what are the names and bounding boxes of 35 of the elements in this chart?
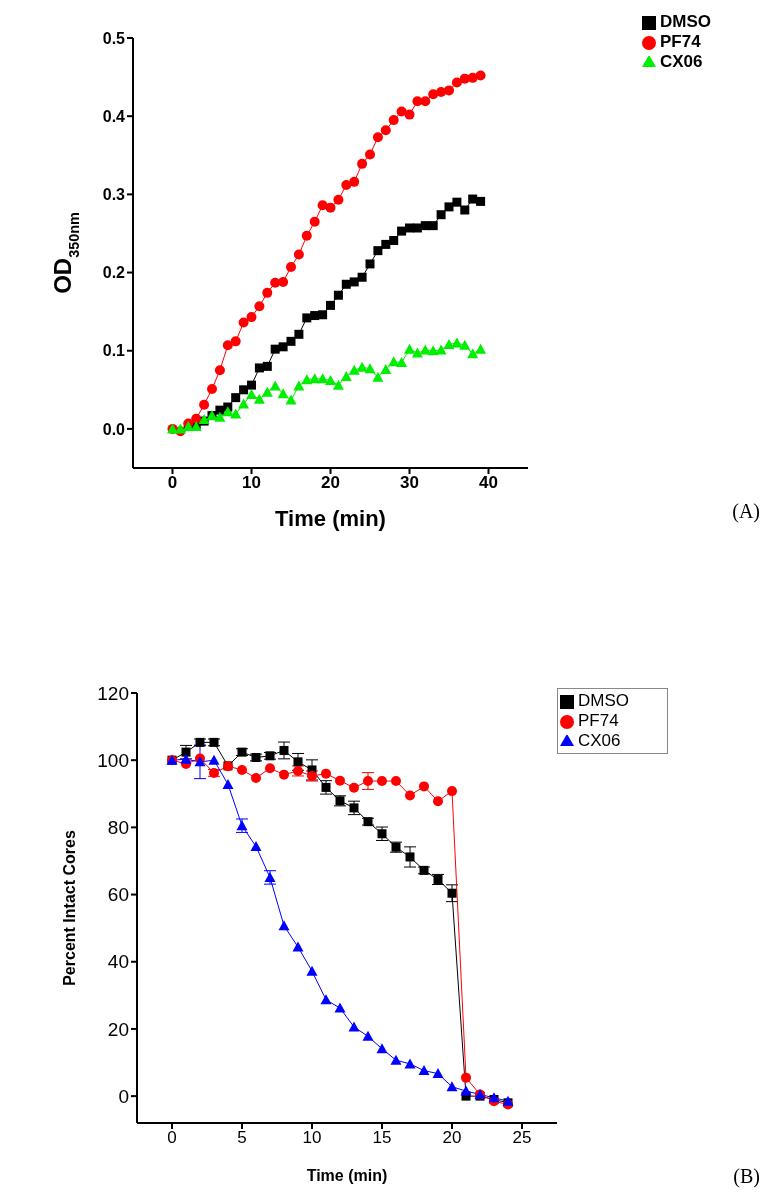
- x-tick-label: 15: [372, 1128, 392, 1148]
- x-axis-title: Time (min): [275, 506, 386, 531]
- x-tick-label: 10: [242, 473, 261, 493]
- x-tick-label: 20: [442, 1128, 462, 1148]
- y-axis-title: Percent Intact Cores: [61, 830, 78, 986]
- y-tick-label: 0.5: [102, 29, 126, 47]
- legend-label: DMSO: [578, 691, 629, 710]
- x-tick-label: 10: [302, 1128, 322, 1148]
- legend-label: CX06: [578, 731, 621, 750]
- y-tick-label: 0.2: [102, 264, 126, 282]
- legend-label: DMSO: [660, 12, 711, 31]
- y-tick-label: 20: [107, 1018, 129, 1040]
- x-tick-label: 40: [479, 473, 498, 493]
- text: (B): [733, 1165, 760, 1188]
- y-tick-label: 80: [107, 817, 129, 839]
- x-tick-label: 20: [321, 473, 340, 493]
- x-tick-label: 0: [167, 1128, 177, 1148]
- y-tick-label: 0.3: [102, 186, 126, 204]
- text: (A): [732, 500, 760, 523]
- y-tick-label: 0: [118, 1085, 129, 1107]
- legend-label: PF74: [578, 711, 619, 730]
- y-tick-label: 0.4: [102, 107, 126, 125]
- x-tick-label: 25: [512, 1128, 532, 1148]
- y-tick-label: 0.1: [102, 342, 126, 360]
- legend-label: PF74: [660, 32, 701, 51]
- x-tick-label: 5: [237, 1128, 247, 1148]
- x-tick-label: 30: [400, 473, 419, 493]
- x-tick-label: 0: [167, 473, 178, 493]
- y-tick-label: 120: [97, 682, 129, 704]
- y-tick-label: 60: [107, 884, 129, 906]
- y-tick-label: 40: [107, 951, 129, 973]
- y-tick-label: 0.0: [102, 420, 126, 438]
- y-tick-label: 100: [97, 749, 129, 771]
- legend-label: CX06: [660, 52, 703, 71]
- x-axis-title: Time (min): [306, 1167, 388, 1184]
